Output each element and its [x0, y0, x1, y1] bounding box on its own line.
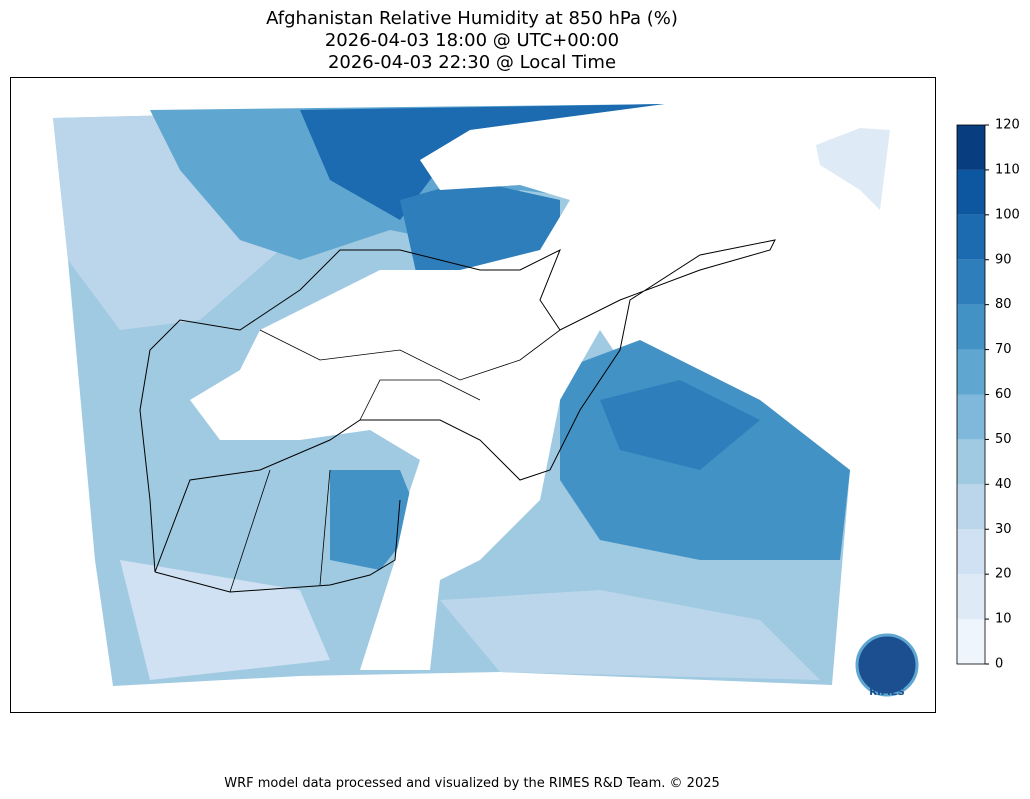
- colorbar-tick-label: 70: [995, 342, 1012, 357]
- province-border: [229, 329, 561, 593]
- colorbar-tick-label: 100: [995, 207, 1020, 222]
- colorbar-band: [957, 349, 985, 395]
- logo-badge: [855, 633, 919, 697]
- title-line: 2026-04-03 22:30 @ Local Time: [328, 52, 616, 73]
- colorbar-band: [957, 169, 985, 215]
- colorbar-band: [957, 439, 985, 485]
- logo: RIMES: [855, 633, 919, 698]
- colorbar-tick-label: 60: [995, 387, 1012, 402]
- colorbar-band: [957, 619, 985, 664]
- humidity-field: [330, 470, 420, 570]
- colorbar: 0 10 20 30 40 50 60 70 80 90 100 110 120: [956, 118, 1020, 672]
- colorbar-tick-label: 90: [995, 252, 1012, 267]
- colorbar-band: [957, 304, 985, 350]
- colorbar-band: [957, 259, 985, 305]
- colorbar-band: [957, 214, 985, 260]
- humidity-field: [300, 104, 665, 220]
- humidity-field: [120, 560, 330, 680]
- colorbar-band: [957, 574, 985, 620]
- country-border: [139, 239, 776, 593]
- humidity-field: [816, 128, 890, 210]
- colorbar-tick-label: 50: [995, 432, 1012, 447]
- colorbar-band: [957, 125, 985, 170]
- masked-area: [190, 104, 890, 670]
- colorbar-band: [957, 394, 985, 440]
- colorbar-tick-label: 40: [995, 477, 1012, 492]
- humidity-field: [600, 380, 760, 470]
- colorbar-tick-label: 0: [995, 657, 1003, 672]
- footer: WRF model data processed and visualized …: [224, 776, 720, 791]
- title-line: Afghanistan Relative Humidity at 850 hPa…: [266, 8, 678, 29]
- humidity-field: [440, 590, 820, 680]
- colorbar-band: [957, 484, 985, 530]
- colorbar-tick-label: 120: [995, 118, 1020, 133]
- colorbar-tick-label: 30: [995, 522, 1012, 537]
- map: RIMES: [10, 77, 936, 713]
- colorbar-tick-label: 80: [995, 297, 1012, 312]
- colorbar-tick-label: 20: [995, 567, 1012, 582]
- colorbar-tick-label: 10: [995, 612, 1012, 627]
- colorbar-band: [957, 529, 985, 575]
- logo-text: RIMES: [869, 687, 904, 698]
- colorbar-tick-label: 110: [995, 162, 1020, 177]
- title-line: 2026-04-03 18:00 @ UTC+00:00: [325, 30, 619, 51]
